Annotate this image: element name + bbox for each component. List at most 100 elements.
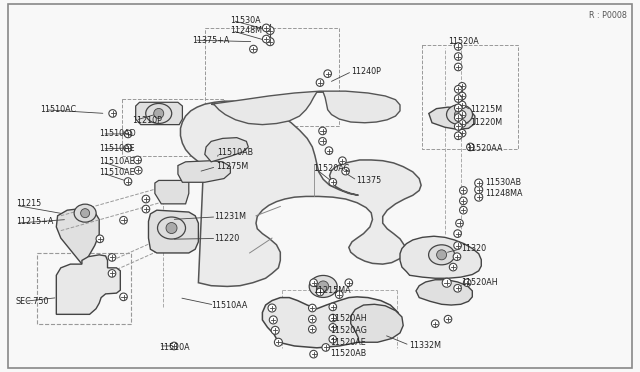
Text: 11510AE: 11510AE [99,144,135,153]
Circle shape [475,186,483,194]
Circle shape [317,281,329,292]
Ellipse shape [157,217,186,239]
Circle shape [108,270,116,277]
Circle shape [475,193,483,201]
Circle shape [154,109,164,118]
Polygon shape [400,236,481,278]
Circle shape [458,111,466,118]
Circle shape [458,83,466,90]
Ellipse shape [447,105,472,125]
Circle shape [329,314,337,322]
Circle shape [124,178,132,185]
Circle shape [316,288,324,296]
Polygon shape [56,208,99,264]
Polygon shape [148,210,198,253]
Polygon shape [155,180,189,204]
Circle shape [310,279,317,286]
Circle shape [308,326,316,333]
Polygon shape [416,280,472,305]
Circle shape [454,43,462,50]
Circle shape [329,179,337,186]
Text: R : P0008: R : P0008 [589,11,627,20]
Circle shape [266,38,274,46]
Circle shape [120,293,127,301]
Text: 11510A: 11510A [159,343,189,352]
Text: 11220: 11220 [214,234,239,243]
Circle shape [250,45,257,53]
Polygon shape [205,138,248,162]
Ellipse shape [429,245,454,265]
Circle shape [454,104,462,112]
Circle shape [142,195,150,203]
Circle shape [322,344,330,351]
Text: 11215+A: 11215+A [16,217,53,226]
Circle shape [329,336,337,343]
Circle shape [444,315,452,323]
Text: 11520AC: 11520AC [314,164,350,173]
Circle shape [319,127,326,135]
Text: 11231M: 11231M [214,212,246,221]
Circle shape [170,342,178,350]
Polygon shape [178,161,230,182]
Circle shape [271,326,279,334]
Text: 11510AA: 11510AA [211,301,248,310]
Text: 11215MA: 11215MA [314,286,351,295]
Text: 11375+A: 11375+A [192,36,229,45]
Circle shape [456,219,463,227]
Circle shape [460,197,467,205]
Circle shape [308,315,316,323]
Circle shape [325,147,333,154]
Text: 11210P: 11210P [132,116,163,125]
Text: 11240P: 11240P [351,67,381,76]
Circle shape [275,338,282,346]
Circle shape [458,92,466,100]
Text: 11375: 11375 [356,176,381,185]
Text: 11520AH: 11520AH [330,314,367,323]
Polygon shape [351,304,403,342]
Circle shape [96,235,104,243]
Polygon shape [56,255,120,314]
Circle shape [454,86,462,93]
Polygon shape [211,91,400,125]
Ellipse shape [74,204,96,222]
Circle shape [319,138,326,145]
Text: 11520AB: 11520AB [330,349,367,358]
Circle shape [460,187,467,194]
Circle shape [308,304,316,312]
Circle shape [109,110,116,117]
Circle shape [475,179,483,187]
Circle shape [458,129,466,137]
Polygon shape [262,297,398,348]
Circle shape [442,278,451,287]
Circle shape [454,114,462,121]
Circle shape [342,167,349,175]
Circle shape [454,63,462,71]
Circle shape [269,316,277,324]
Text: 11248MA: 11248MA [485,189,523,198]
Circle shape [458,120,466,127]
Text: 11215M: 11215M [470,105,502,114]
Text: 11275M: 11275M [216,162,248,171]
Text: 11520AH: 11520AH [461,278,497,287]
Circle shape [266,26,274,35]
Text: 11510AD: 11510AD [99,129,136,138]
Ellipse shape [146,103,172,124]
Text: 11320: 11320 [461,244,486,253]
Circle shape [436,250,447,260]
Polygon shape [429,107,475,129]
Text: 11520AG: 11520AG [330,326,367,335]
Text: 11220M: 11220M [470,118,502,127]
Text: 11332M: 11332M [410,341,442,350]
Polygon shape [136,102,182,125]
Circle shape [454,95,462,102]
Circle shape [454,285,461,292]
Circle shape [134,167,142,174]
Circle shape [316,79,324,86]
Circle shape [335,291,343,298]
Text: 11520A: 11520A [448,37,479,46]
Circle shape [449,263,457,271]
Circle shape [324,70,332,77]
Circle shape [262,35,270,43]
Circle shape [460,206,467,214]
Circle shape [458,101,466,109]
